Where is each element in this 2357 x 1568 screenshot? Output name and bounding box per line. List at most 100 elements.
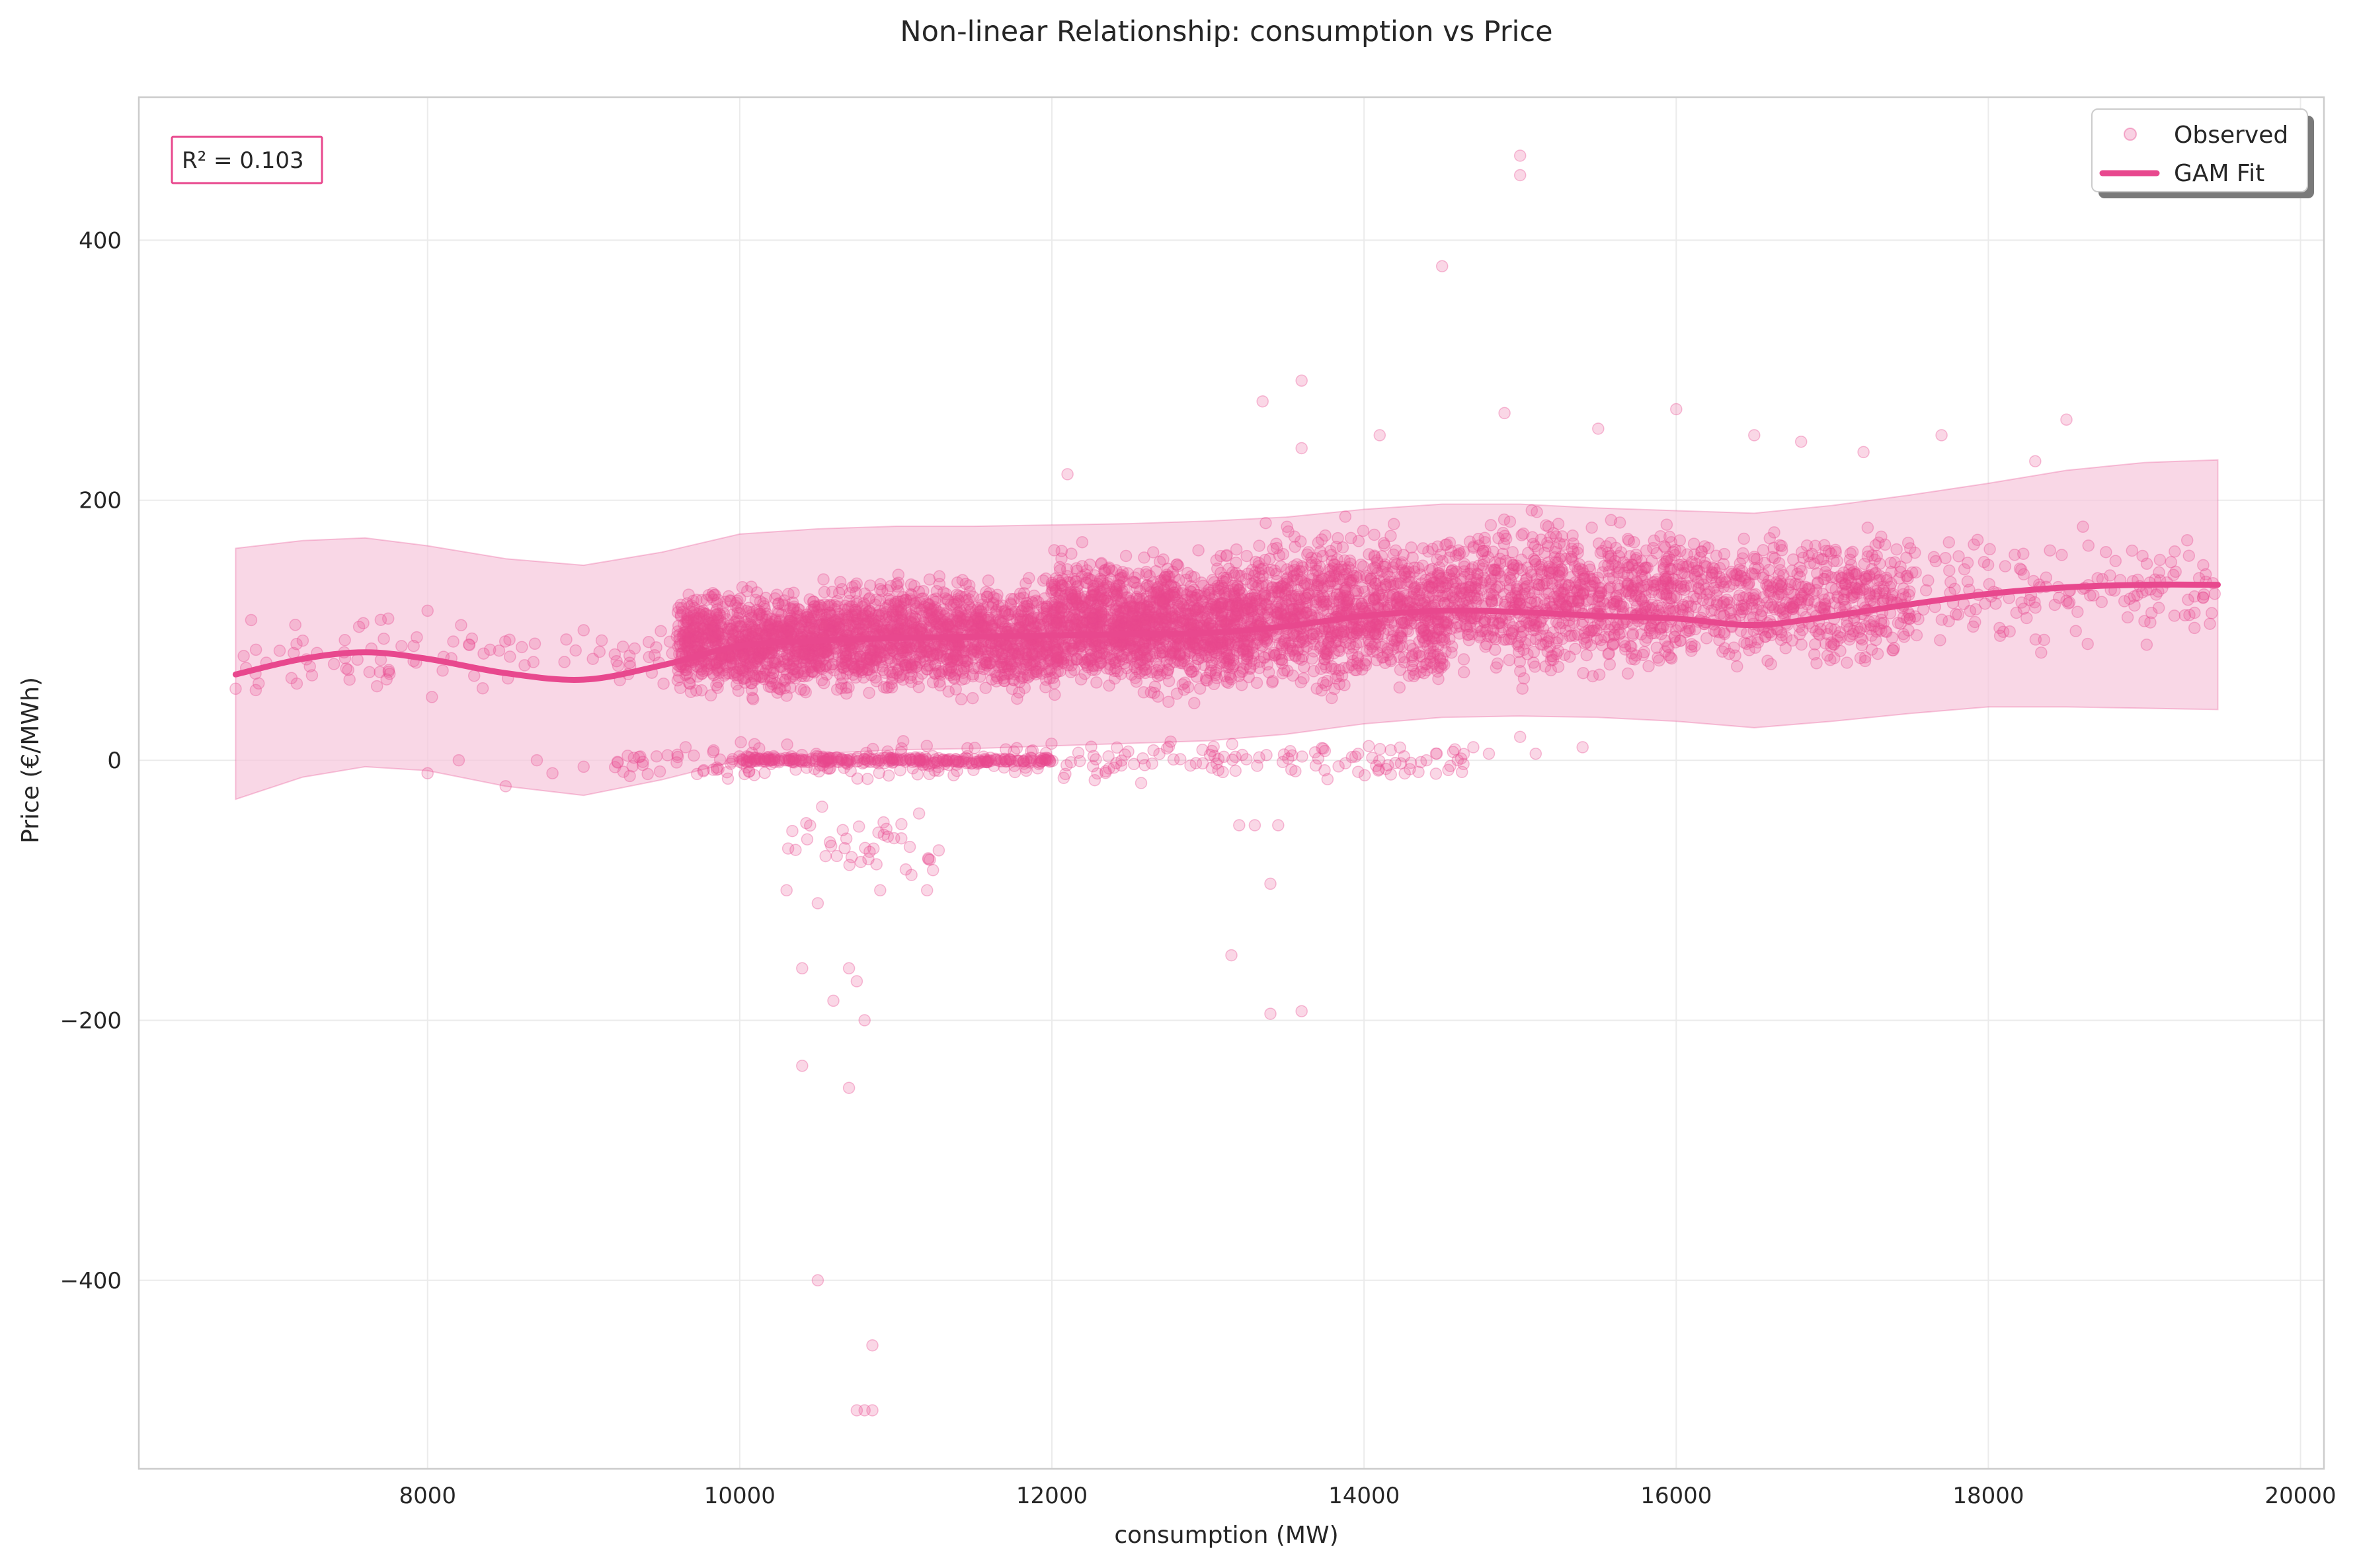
scatter-point	[1311, 631, 1322, 642]
scatter-point	[996, 617, 1007, 629]
scatter-point	[891, 668, 902, 679]
scatter-point	[951, 665, 963, 676]
scatter-point	[1076, 537, 1088, 548]
scatter-point	[1178, 655, 1189, 666]
scatter-point	[1353, 623, 1364, 634]
scatter-point	[928, 677, 939, 688]
scatter-point	[787, 658, 799, 670]
scatter-point	[1261, 633, 1273, 644]
scatter-point	[1254, 567, 1265, 578]
scatter-point	[984, 588, 995, 599]
scatter-point	[1022, 672, 1033, 683]
scatter-point	[892, 581, 903, 592]
scatter-point	[814, 600, 825, 611]
scatter-point	[1310, 594, 1321, 605]
scatter-point	[1277, 549, 1289, 560]
scatter-point	[1160, 608, 1171, 619]
scatter-point	[837, 652, 848, 664]
scatter-point	[871, 676, 882, 687]
scatter-point	[924, 574, 936, 585]
scatter-point	[1260, 518, 1271, 529]
scatter-point	[797, 648, 809, 660]
scatter-point	[1270, 586, 1281, 598]
scatter-point	[902, 662, 914, 673]
scatter-point	[1215, 616, 1226, 627]
scatter-point	[1263, 649, 1275, 660]
scatter-point	[1410, 668, 1421, 680]
scatter-point	[1403, 625, 1414, 637]
scatter-point	[913, 682, 924, 693]
scatter-point	[887, 682, 898, 693]
scatter-point	[1051, 648, 1062, 659]
scatter-point	[794, 604, 805, 615]
scatter-point	[817, 674, 828, 686]
scatter-point	[1085, 645, 1096, 656]
scatter-point	[1220, 587, 1231, 598]
scatter-point	[1162, 664, 1174, 675]
scatter-point	[1055, 603, 1066, 614]
scatter-point	[1129, 662, 1140, 673]
scatter-point	[1072, 619, 1083, 631]
scatter-point	[1091, 677, 1102, 688]
scatter-point	[1297, 602, 1308, 613]
scatter-point	[714, 608, 725, 619]
scatter-point	[943, 686, 954, 697]
scatter-point	[1283, 526, 1294, 537]
scatter-point	[1379, 540, 1390, 551]
scatter-point	[1139, 552, 1150, 563]
scatter-point	[1188, 619, 1199, 630]
scatter-point	[1176, 598, 1187, 609]
scatter-point	[705, 625, 717, 636]
scatter-point	[973, 617, 984, 628]
scatter-point	[1394, 682, 1405, 693]
scatter-point	[1275, 607, 1287, 618]
scatter-point	[1129, 645, 1140, 656]
scatter-point	[897, 608, 908, 619]
scatter-point	[1361, 645, 1373, 656]
scatter-point	[1234, 585, 1245, 596]
scatter-point	[739, 617, 750, 628]
scatter-point	[1172, 688, 1183, 699]
scatter-point	[1369, 529, 1380, 541]
scatter-point	[1405, 615, 1416, 626]
scatter-point	[759, 619, 770, 630]
scatter-point	[785, 621, 797, 632]
scatter-point	[1140, 569, 1152, 580]
scatter-point	[1308, 646, 1320, 657]
scatter-point	[1328, 592, 1339, 604]
scatter-point	[1391, 597, 1402, 608]
scatter-point	[964, 580, 975, 591]
scatter-point	[1230, 557, 1242, 568]
scatter-point	[1049, 678, 1060, 689]
scatter-point	[1353, 535, 1364, 547]
scatter-point	[684, 601, 695, 612]
scatter-point	[977, 599, 988, 610]
scatter-point	[1275, 561, 1287, 572]
scatter-point	[1267, 677, 1278, 688]
scatter-point	[770, 593, 781, 604]
scatter-point	[703, 590, 714, 601]
scatter-point	[783, 588, 794, 600]
scatter-point	[980, 656, 991, 668]
scatter-point	[1380, 561, 1391, 572]
scatter-point	[1223, 662, 1234, 673]
scatter-point	[746, 684, 758, 695]
scatter-point	[924, 599, 935, 610]
scatter-point	[694, 608, 705, 619]
scatter-point	[928, 650, 939, 661]
scatter-point	[1185, 666, 1197, 678]
scatter-point	[1399, 568, 1410, 579]
scatter-point	[1164, 676, 1175, 687]
scatter-point	[745, 658, 756, 669]
scatter-point	[938, 604, 949, 615]
scatter-point	[1195, 683, 1206, 694]
scatter-point	[938, 587, 949, 598]
scatter-point	[836, 584, 848, 595]
scatter-point	[1586, 522, 1597, 533]
scatter-point	[696, 685, 707, 696]
scatter-point	[1291, 574, 1302, 585]
scatter-point	[1250, 598, 1261, 609]
scatter-point	[1076, 654, 1088, 665]
scatter-point	[1338, 626, 1349, 637]
scatter-point	[1182, 567, 1193, 578]
